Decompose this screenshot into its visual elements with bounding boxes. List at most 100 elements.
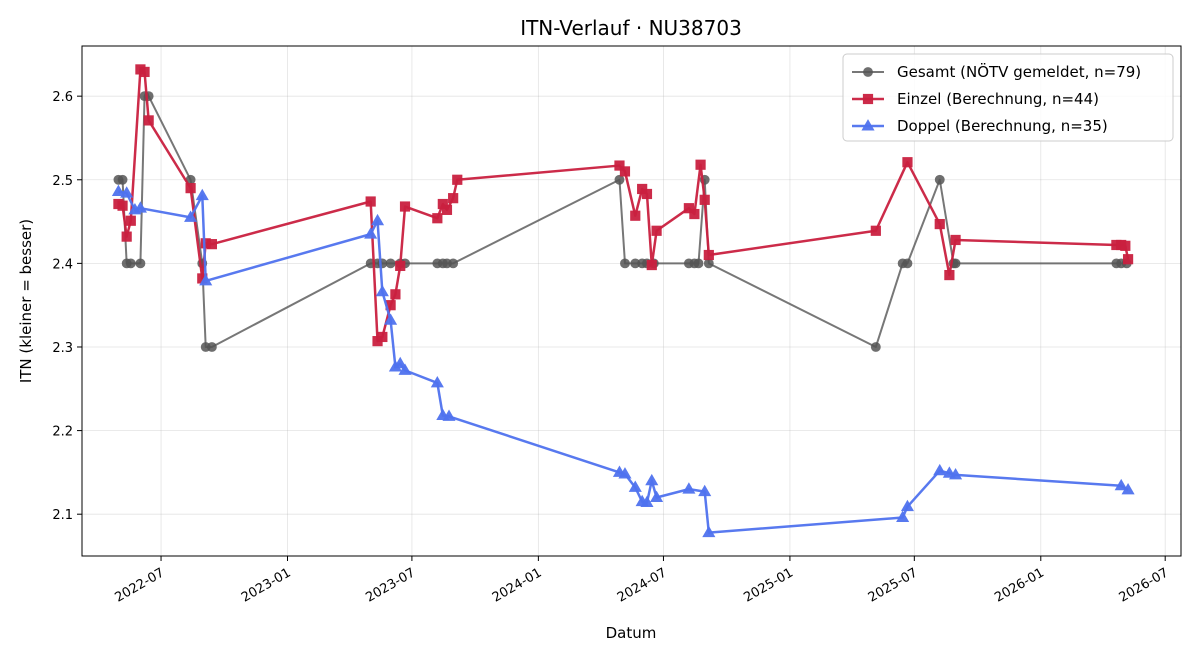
data-point xyxy=(143,115,154,126)
data-point xyxy=(1114,478,1128,491)
data-point xyxy=(452,174,463,185)
data-point xyxy=(698,484,712,497)
data-point xyxy=(870,225,881,236)
y-tick-label: 2.2 xyxy=(52,425,73,440)
data-point xyxy=(934,174,945,185)
data-point xyxy=(125,215,136,226)
data-point xyxy=(650,490,664,502)
data-point xyxy=(365,196,376,207)
data-point xyxy=(695,159,706,170)
y-tick-label: 2.3 xyxy=(52,341,73,356)
data-point xyxy=(184,210,198,222)
data-point xyxy=(619,166,631,177)
data-point xyxy=(1121,483,1135,495)
data-point xyxy=(651,225,662,236)
data-point xyxy=(628,480,642,492)
data-point xyxy=(1122,254,1134,265)
data-point xyxy=(703,249,714,261)
data-point xyxy=(934,218,945,230)
legend-swatch-marker xyxy=(863,67,873,77)
data-point xyxy=(197,273,208,284)
series-line xyxy=(118,190,1129,534)
data-point xyxy=(200,238,211,249)
data-point xyxy=(199,274,213,286)
legend-box xyxy=(842,53,1174,142)
data-point xyxy=(630,210,641,221)
data-point xyxy=(645,473,659,486)
legend-label: Einzel (Berechnung, n=44) xyxy=(897,90,1099,108)
plot-frame xyxy=(81,45,1182,557)
data-point xyxy=(933,463,947,476)
data-point xyxy=(111,184,125,196)
data-point xyxy=(682,482,696,494)
data-point xyxy=(206,239,218,250)
series-layer xyxy=(111,64,1135,538)
chart-title: ITN-Verlauf · NU38703 xyxy=(520,16,742,40)
data-point xyxy=(370,213,385,226)
data-point xyxy=(442,409,456,421)
data-point xyxy=(117,174,128,185)
data-point xyxy=(432,213,443,224)
data-point xyxy=(120,186,134,198)
data-point xyxy=(393,356,407,369)
data-point xyxy=(683,203,694,214)
data-point xyxy=(614,174,625,185)
data-point xyxy=(902,157,913,168)
data-point xyxy=(900,499,915,512)
legend-label: Doppel (Berechnung, n=35) xyxy=(897,117,1108,135)
data-point xyxy=(702,525,716,538)
data-point xyxy=(693,258,704,269)
data-point xyxy=(618,467,632,479)
data-point xyxy=(133,201,147,213)
y-tick-label: 2.1 xyxy=(52,508,73,523)
data-point xyxy=(441,204,453,215)
data-point xyxy=(703,258,714,269)
data-point xyxy=(902,258,913,269)
data-point xyxy=(646,259,657,271)
data-point xyxy=(944,269,955,281)
data-point xyxy=(121,231,132,242)
data-point xyxy=(185,183,196,194)
data-point xyxy=(1120,240,1131,251)
data-point xyxy=(195,188,209,201)
data-point xyxy=(377,331,388,343)
legend-swatch-marker xyxy=(861,119,875,131)
legend-label: Gesamt (NÖTV gemeldet, n=79) xyxy=(897,62,1141,81)
data-point xyxy=(385,258,396,269)
data-point xyxy=(870,342,881,352)
data-point xyxy=(896,510,910,523)
series-triangle xyxy=(111,184,1135,538)
data-point xyxy=(620,258,630,269)
data-point xyxy=(614,160,625,171)
data-point xyxy=(206,342,217,352)
data-point xyxy=(448,193,459,204)
legend: Gesamt (NÖTV gemeldet, n=79) Einzel (Bere… xyxy=(842,53,1174,142)
data-point xyxy=(640,495,654,507)
data-point xyxy=(641,188,653,200)
y-axis-ticks: 2.1 2.2 2.3 2.4 2.5 2.6 xyxy=(52,90,82,523)
data-point xyxy=(630,258,641,269)
data-point xyxy=(430,376,444,388)
y-tick-label: 2.6 xyxy=(52,90,73,105)
data-point xyxy=(949,468,963,480)
data-point xyxy=(125,258,136,269)
legend-swatch-marker xyxy=(862,93,874,105)
data-point xyxy=(689,208,700,220)
y-axis-label: ITN (kleiner = besser) xyxy=(17,219,35,383)
data-point xyxy=(399,201,411,212)
y-tick-label: 2.5 xyxy=(52,174,73,189)
data-point xyxy=(395,260,406,271)
data-point xyxy=(437,198,448,210)
x-axis-label: Datum xyxy=(606,624,657,642)
series-square xyxy=(113,64,1134,347)
data-point xyxy=(699,194,710,205)
data-point xyxy=(139,66,150,78)
data-point xyxy=(135,258,146,269)
data-point xyxy=(384,313,398,325)
y-tick-label: 2.4 xyxy=(52,257,73,272)
data-point xyxy=(117,200,128,211)
data-point xyxy=(385,300,396,311)
data-point xyxy=(950,234,961,246)
data-point xyxy=(375,284,389,297)
